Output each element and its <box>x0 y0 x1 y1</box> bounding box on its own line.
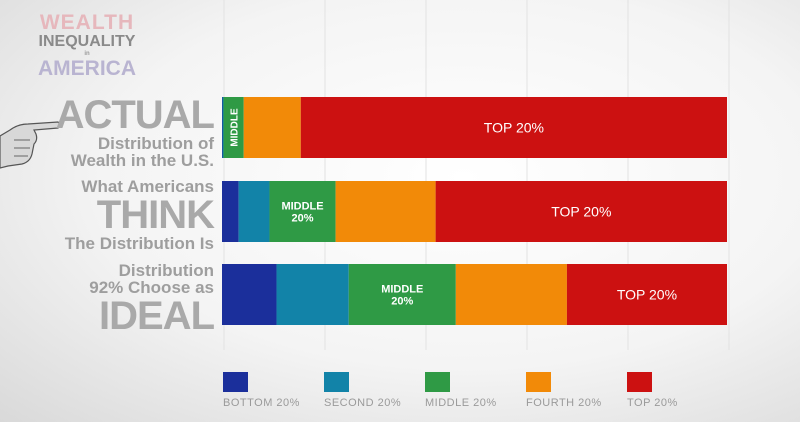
bar-actual-bottom <box>222 97 223 158</box>
label-think-line3: The Distribution Is <box>64 234 214 253</box>
bar-ideal-middle <box>348 264 456 325</box>
bar-actual-fourth <box>243 97 301 158</box>
label-think: What Americans THINK The Distribution Is <box>64 177 215 253</box>
legend-swatch-top <box>627 372 652 392</box>
seg-label-1-top: TOP 20% <box>551 204 611 220</box>
seg-label-1-middle: MIDDLE <box>281 201 323 213</box>
label-ideal-big: IDEAL <box>99 294 215 338</box>
seg-label-2-top: TOP 20% <box>617 287 677 303</box>
bar-ideal-top <box>566 264 727 325</box>
legend-label-bottom: BOTTOM 20% <box>223 397 300 409</box>
bar-actual-second <box>222 97 224 158</box>
bar-think-second <box>238 181 270 242</box>
logo-line-america: AMERICA <box>38 57 136 80</box>
bar-think-top <box>435 181 727 242</box>
legend-label-top: TOP 20% <box>627 397 678 409</box>
label-ideal: Distribution 92% Choose as IDEAL <box>89 261 215 338</box>
bar-think-fourth <box>335 181 436 242</box>
bar-actual-middle <box>223 97 244 158</box>
pointing-hand-icon <box>0 121 60 169</box>
label-actual-big: ACTUAL <box>55 93 215 137</box>
bar-ideal-bottom <box>222 264 277 325</box>
logo-line-in: in <box>84 51 90 57</box>
legend-label-middle: MIDDLE 20% <box>425 397 497 409</box>
label-actual-line3: Wealth in the U.S. <box>70 151 214 170</box>
legend-swatch-second <box>324 372 349 392</box>
label-think-line1: What Americans <box>81 177 214 196</box>
seg-label-2-middle: MIDDLE <box>381 284 423 296</box>
legend-swatch-middle <box>425 372 450 392</box>
legend-label-second: SECOND 20% <box>324 397 401 409</box>
seg-label-0-top: TOP 20% <box>484 120 544 136</box>
bar-think-bottom <box>222 181 239 242</box>
seg-label-1-middle-line2: 20% <box>292 213 314 225</box>
seg-label-2-middle-line2: 20% <box>391 296 413 308</box>
legend-label-fourth: FOURTH 20% <box>526 397 602 409</box>
bar-think-middle <box>269 181 336 242</box>
bar-ideal-fourth <box>455 264 567 325</box>
label-actual: ACTUAL Distribution of Wealth in the U.S… <box>55 93 215 170</box>
legend-swatch-fourth <box>526 372 551 392</box>
wealth-inequality-logo: WEALTH INEQUALITY in AMERICA <box>22 12 152 79</box>
seg-label-0-middle: MIDDLE <box>230 108 241 147</box>
bar-actual-top <box>300 97 727 158</box>
bar-ideal-second <box>276 264 349 325</box>
label-ideal-line1: Distribution <box>118 261 214 280</box>
logo-line-inequality: INEQUALITY <box>38 33 136 50</box>
label-ideal-line2: 92% Choose as <box>89 278 214 297</box>
label-actual-line2: Distribution of <box>97 134 214 153</box>
logo-line-wealth: WEALTH <box>39 11 135 34</box>
label-think-big: THINK <box>96 193 215 237</box>
legend-swatch-bottom <box>223 372 248 392</box>
